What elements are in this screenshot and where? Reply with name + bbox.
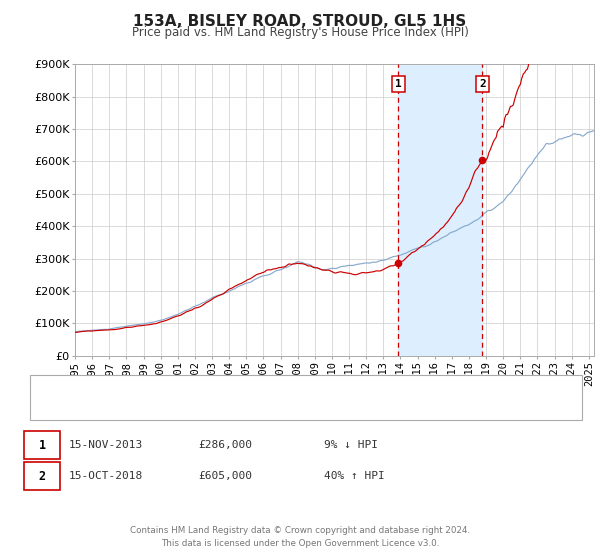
Text: 2: 2 xyxy=(479,79,486,89)
Text: 2: 2 xyxy=(38,469,46,483)
Text: 15-OCT-2018: 15-OCT-2018 xyxy=(69,471,143,481)
Text: £605,000: £605,000 xyxy=(198,471,252,481)
Text: 1: 1 xyxy=(38,438,46,452)
Text: £286,000: £286,000 xyxy=(198,440,252,450)
Text: 40% ↑ HPI: 40% ↑ HPI xyxy=(324,471,385,481)
Text: 1: 1 xyxy=(395,79,402,89)
Bar xyxy=(398,64,482,356)
Text: 153A, BISLEY ROAD, STROUD, GL5 1HS: 153A, BISLEY ROAD, STROUD, GL5 1HS xyxy=(133,14,467,29)
Legend: 153A, BISLEY ROAD, STROUD, GL5 1HS (detached house), HPI: Average price, detache: 153A, BISLEY ROAD, STROUD, GL5 1HS (deta… xyxy=(41,380,405,415)
Text: Contains HM Land Registry data © Crown copyright and database right 2024.
This d: Contains HM Land Registry data © Crown c… xyxy=(130,526,470,548)
Text: Price paid vs. HM Land Registry's House Price Index (HPI): Price paid vs. HM Land Registry's House … xyxy=(131,26,469,39)
Text: 15-NOV-2013: 15-NOV-2013 xyxy=(69,440,143,450)
Text: 9% ↓ HPI: 9% ↓ HPI xyxy=(324,440,378,450)
